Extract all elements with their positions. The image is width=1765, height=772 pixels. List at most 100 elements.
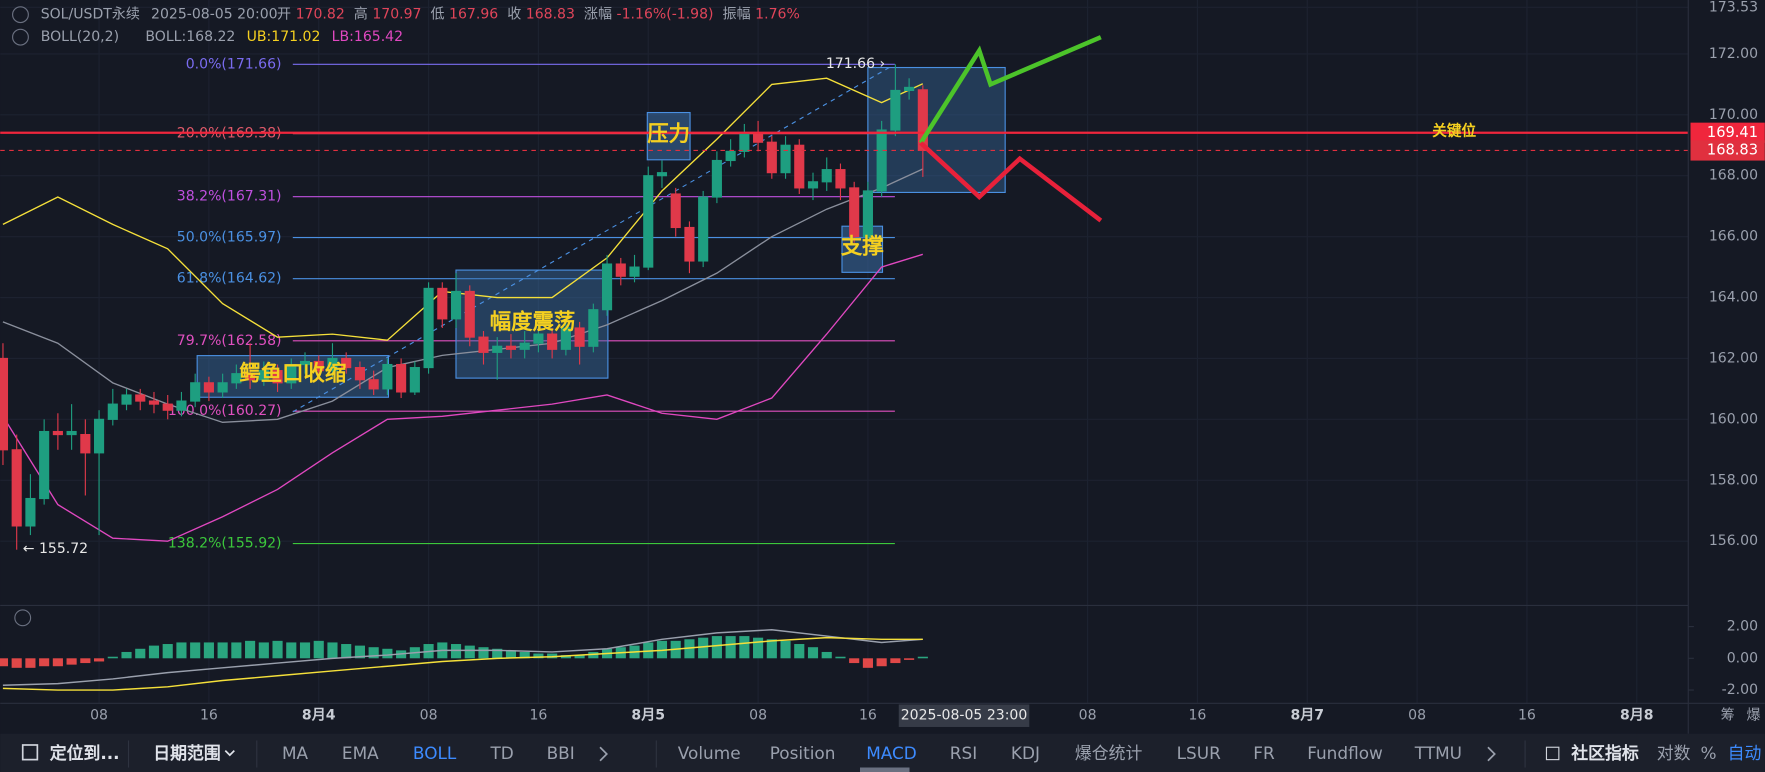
boll-line — [2, 253, 923, 542]
x-tick-label: 08 — [1408, 708, 1426, 724]
toolbar-item[interactable]: EMA — [342, 743, 379, 763]
toolbar-item[interactable]: KDJ — [1011, 743, 1040, 763]
macd-bar — [313, 640, 324, 659]
x-tick-label: 08 — [1079, 708, 1097, 724]
candle-body — [560, 327, 571, 350]
field-value: -1.16%(-1.98) — [617, 7, 714, 23]
date-range-button[interactable]: 日期范围 — [153, 743, 221, 763]
candle-body — [396, 363, 407, 393]
candle-body — [821, 169, 832, 183]
candle-body — [492, 345, 503, 353]
field-label: 高 — [354, 6, 368, 23]
macd-bar — [121, 651, 132, 659]
toolbar-item[interactable]: MACD — [866, 743, 917, 763]
toolbar-item[interactable]: 爆仓统计 — [1075, 743, 1143, 763]
x-tick-label: 16 — [1188, 708, 1206, 724]
candle-body — [698, 196, 709, 262]
toolbar-item[interactable]: Position — [770, 743, 836, 763]
axis-tool[interactable]: 爆 — [1747, 708, 1761, 724]
candle-body — [615, 263, 626, 277]
header-field: 低 167.96 — [431, 7, 499, 23]
toolbar-item[interactable]: RSI — [950, 743, 977, 763]
macd-bar — [780, 640, 791, 659]
macd-bar — [286, 642, 297, 659]
toolbar-item[interactable]: MA — [282, 743, 309, 763]
candle-body — [753, 132, 764, 143]
candle-body — [574, 327, 585, 347]
candle-body — [739, 132, 750, 152]
candle-body — [423, 287, 434, 369]
x-tick-label: 16 — [200, 708, 218, 724]
candle-body — [368, 379, 379, 390]
macd-bar — [519, 651, 530, 659]
field-value: 1.76% — [755, 7, 800, 23]
candle-body — [876, 129, 887, 192]
toolbar-item[interactable]: % — [1700, 743, 1716, 763]
macd-bar — [643, 642, 654, 659]
locate-button[interactable]: 定位到... — [50, 743, 120, 763]
toolbar-item[interactable]: Volume — [678, 743, 741, 763]
toolbar-item[interactable]: 对数 — [1657, 743, 1691, 763]
macd-bar — [753, 637, 764, 659]
toolbar-item[interactable]: Fundflow — [1307, 743, 1383, 763]
fib-label: 138.2%(155.92) — [168, 536, 282, 552]
macd-bar — [807, 647, 819, 659]
high-label: 171.66 › — [826, 56, 885, 72]
macd-bar — [52, 658, 63, 667]
macd-bar — [450, 644, 462, 659]
dropdown-icon — [224, 750, 235, 757]
toolbar-item[interactable]: TD — [489, 743, 513, 763]
field-label: 收 — [507, 7, 521, 23]
community-icon[interactable] — [1545, 746, 1560, 761]
toolbar-item[interactable]: TTMU — [1414, 743, 1462, 763]
toolbar: 定位到... 日期范围 社区指标 MA EMA BOLL TD BBI Volume Pos… — [0, 733, 1765, 772]
axis-tool[interactable]: 筹 — [1721, 707, 1735, 724]
candle-body — [327, 357, 338, 372]
indicator-value: LB:165.42 — [332, 29, 403, 45]
more-icon[interactable] — [599, 746, 608, 762]
last-price-tag — [1690, 140, 1765, 161]
macd-bar — [217, 642, 228, 659]
candle-body — [780, 144, 791, 174]
candle-body — [11, 449, 22, 527]
header-field: 振幅 1.76% — [723, 7, 800, 23]
macd-bar — [135, 648, 146, 659]
header-field: 高 170.97 — [354, 6, 422, 23]
candle-body — [135, 394, 146, 402]
candle-body — [643, 175, 654, 268]
locate-icon[interactable] — [21, 744, 39, 761]
annotation-box — [646, 111, 691, 161]
annotation-box — [841, 225, 884, 273]
macd-bar — [11, 658, 22, 668]
macd-bar — [835, 656, 846, 659]
annotation-layer — [196, 66, 1006, 413]
fib-label: 79.7%(162.58) — [177, 333, 282, 349]
field-label: 涨幅 — [584, 7, 612, 23]
collapse-icon[interactable] — [12, 6, 29, 24]
x-tick-label: 08 — [420, 708, 438, 724]
collapse-icon[interactable] — [12, 28, 29, 46]
y-tick-label: 158.00 — [1709, 472, 1758, 488]
macd-bar — [588, 651, 599, 659]
community-button[interactable]: 社区指标 — [1570, 743, 1639, 763]
annotation: 支撑 — [841, 235, 884, 260]
macd-bar — [231, 642, 242, 659]
x-tick-label: 8月5 — [631, 708, 665, 724]
toolbar-item[interactable]: FR — [1253, 743, 1275, 763]
candle-body — [794, 144, 805, 189]
collapse-icon[interactable] — [14, 609, 32, 627]
last-price-label: 168.83 — [1707, 141, 1758, 158]
toolbar-item[interactable]: BBI — [547, 743, 575, 763]
toolbar-item[interactable]: LSUR — [1177, 743, 1221, 763]
more-icon[interactable] — [1487, 746, 1496, 762]
macd-bar — [162, 644, 173, 659]
toolbar-item[interactable]: 自动 — [1728, 743, 1762, 763]
x-tick-label: 8月7 — [1290, 708, 1324, 724]
candle-body — [313, 360, 324, 372]
macd-bar — [794, 644, 805, 659]
macd-bar — [560, 655, 571, 659]
macd-bar — [0, 658, 9, 667]
toolbar-item[interactable]: BOLL — [413, 743, 457, 763]
candle-body — [656, 172, 668, 177]
